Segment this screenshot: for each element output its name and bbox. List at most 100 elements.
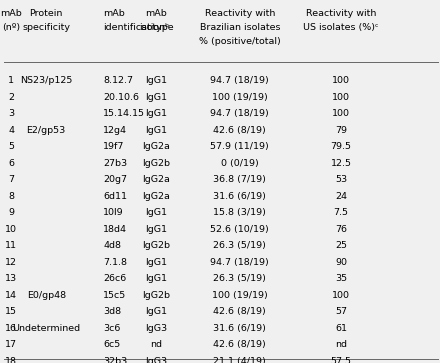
Text: IgG1: IgG1 [145,109,167,118]
Text: 4d8: 4d8 [103,241,121,250]
Text: Undetermined: Undetermined [12,324,80,333]
Text: 20g7: 20g7 [103,175,128,184]
Text: 8.12.7: 8.12.7 [103,76,133,85]
Text: 4: 4 [8,126,14,135]
Text: 8: 8 [8,192,14,201]
Text: Reactivity with: Reactivity with [306,9,376,18]
Text: IgG2b: IgG2b [142,241,170,250]
Text: 3d8: 3d8 [103,307,121,317]
Text: 57: 57 [335,307,347,317]
Text: IgG2b: IgG2b [142,159,170,168]
Text: 100: 100 [332,291,350,300]
Text: 94.7 (18/19): 94.7 (18/19) [210,109,269,118]
Text: 6d11: 6d11 [103,192,128,201]
Text: 31.6 (6/19): 31.6 (6/19) [213,324,266,333]
Text: IgG1: IgG1 [145,225,167,234]
Text: IgG1: IgG1 [145,274,167,284]
Text: 17: 17 [5,340,17,350]
Text: IgG3: IgG3 [145,324,167,333]
Text: 13: 13 [5,274,17,284]
Text: 15.14.15: 15.14.15 [103,109,145,118]
Text: 53: 53 [335,175,347,184]
Text: IgG2b: IgG2b [142,291,170,300]
Text: IgG2a: IgG2a [142,142,170,151]
Text: IgG2a: IgG2a [142,192,170,201]
Text: 0 (0/19): 0 (0/19) [221,159,259,168]
Text: 10: 10 [5,225,17,234]
Text: 7.5: 7.5 [334,208,348,217]
Text: nd: nd [150,340,162,350]
Text: (nº): (nº) [2,23,20,32]
Text: 9: 9 [8,208,14,217]
Text: Protein: Protein [29,9,63,18]
Text: 2: 2 [8,93,14,102]
Text: 20.10.6: 20.10.6 [103,93,139,102]
Text: 100: 100 [332,76,350,85]
Text: 19f7: 19f7 [103,142,125,151]
Text: IgG1: IgG1 [145,307,167,317]
Text: 90: 90 [335,258,347,267]
Text: IgG1: IgG1 [145,208,167,217]
Text: isotype: isotype [139,23,173,32]
Text: 26c6: 26c6 [103,274,127,284]
Text: 6: 6 [8,159,14,168]
Text: 7.1.8: 7.1.8 [103,258,128,267]
Text: 5: 5 [8,142,14,151]
Text: mAb: mAb [145,9,167,18]
Text: 11: 11 [5,241,17,250]
Text: identificationᵇ: identificationᵇ [103,23,169,32]
Text: 35: 35 [335,274,347,284]
Text: 12g4: 12g4 [103,126,128,135]
Text: 1: 1 [8,76,14,85]
Text: IgG3: IgG3 [145,357,167,363]
Text: IgG1: IgG1 [145,258,167,267]
Text: 7: 7 [8,175,14,184]
Text: 15c5: 15c5 [103,291,127,300]
Text: specificity: specificity [22,23,70,32]
Text: E0/gp48: E0/gp48 [27,291,66,300]
Text: 15: 15 [5,307,17,317]
Text: Brazilian isolates: Brazilian isolates [200,23,280,32]
Text: mAb: mAb [103,9,125,18]
Text: Reactivity with: Reactivity with [205,9,275,18]
Text: IgG1: IgG1 [145,93,167,102]
Text: 32b3: 32b3 [103,357,128,363]
Text: 79: 79 [335,126,347,135]
Text: NS23/p125: NS23/p125 [20,76,73,85]
Text: 57.9 (11/19): 57.9 (11/19) [210,142,269,151]
Text: US isolates (%)ᶜ: US isolates (%)ᶜ [303,23,379,32]
Text: 61: 61 [335,324,347,333]
Text: 14: 14 [5,291,17,300]
Text: 25: 25 [335,241,347,250]
Text: 100 (19/19): 100 (19/19) [212,93,268,102]
Text: 3c6: 3c6 [103,324,121,333]
Text: 36.8 (7/19): 36.8 (7/19) [213,175,266,184]
Text: 52.6 (10/19): 52.6 (10/19) [210,225,269,234]
Text: 6c5: 6c5 [103,340,121,350]
Text: E2/gp53: E2/gp53 [26,126,66,135]
Text: 94.7 (18/19): 94.7 (18/19) [210,258,269,267]
Text: 94.7 (18/19): 94.7 (18/19) [210,76,269,85]
Text: 15.8 (3/19): 15.8 (3/19) [213,208,266,217]
Text: 12: 12 [5,258,17,267]
Text: 42.6 (8/19): 42.6 (8/19) [213,340,266,350]
Text: 27b3: 27b3 [103,159,128,168]
Text: nd: nd [335,340,347,350]
Text: 18d4: 18d4 [103,225,128,234]
Text: IgG1: IgG1 [145,76,167,85]
Text: 10l9: 10l9 [103,208,124,217]
Text: 79.5: 79.5 [330,142,352,151]
Text: 26.3 (5/19): 26.3 (5/19) [213,241,266,250]
Text: 100: 100 [332,93,350,102]
Text: IgG2a: IgG2a [142,175,170,184]
Text: % (positive/total): % (positive/total) [199,37,281,46]
Text: IgG1: IgG1 [145,126,167,135]
Text: 26.3 (5/19): 26.3 (5/19) [213,274,266,284]
Text: 100: 100 [332,109,350,118]
Text: 57.5: 57.5 [330,357,352,363]
Text: mAb: mAb [0,9,22,18]
Text: 76: 76 [335,225,347,234]
Text: 42.6 (8/19): 42.6 (8/19) [213,126,266,135]
Text: 100 (19/19): 100 (19/19) [212,291,268,300]
Text: 21.1 (4/19): 21.1 (4/19) [213,357,266,363]
